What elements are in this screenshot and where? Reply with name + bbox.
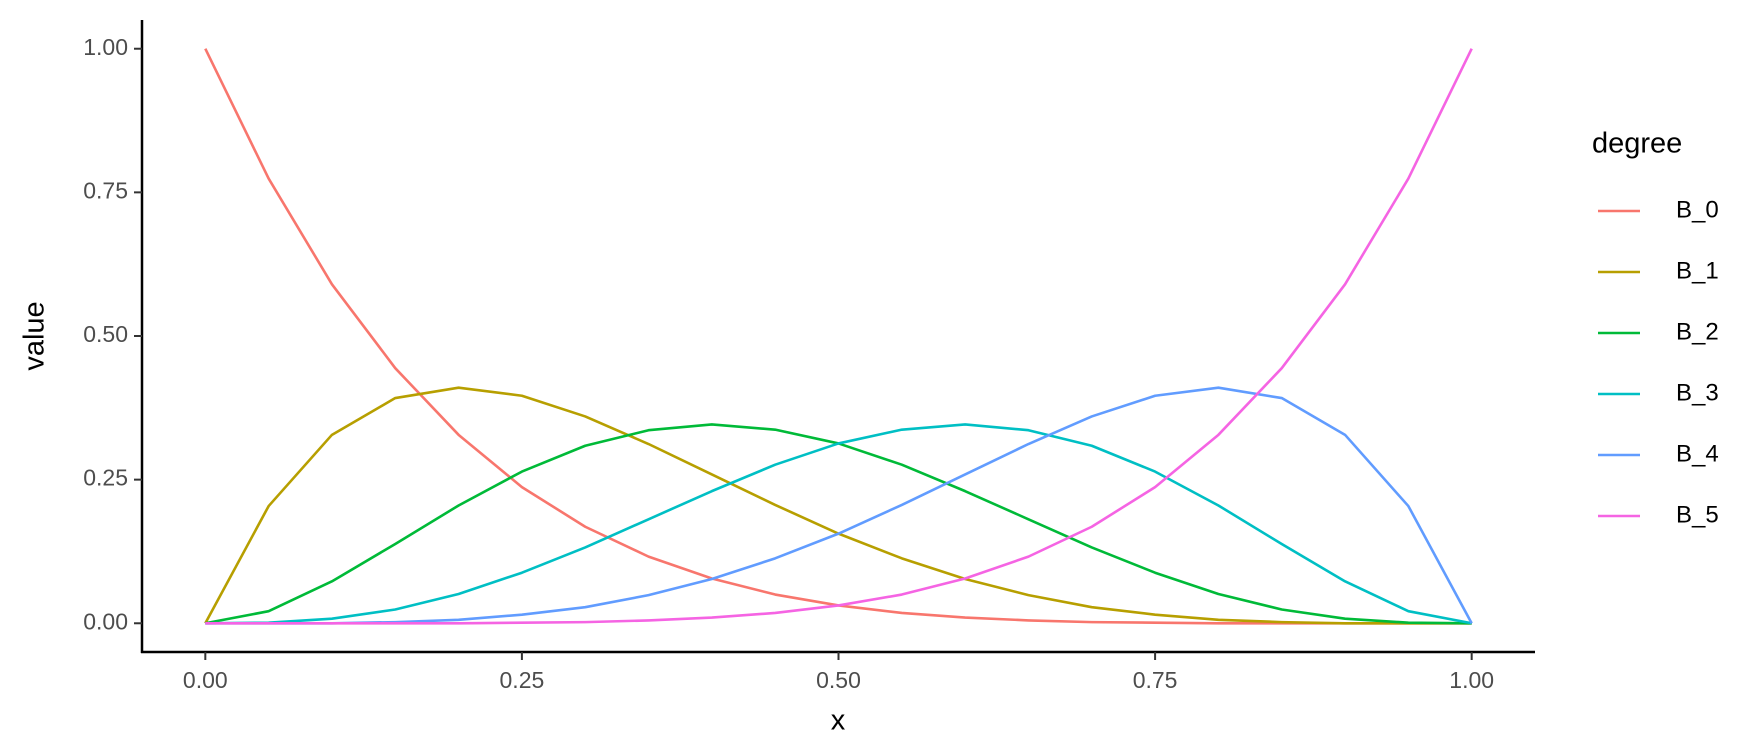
legend-title: degree — [1592, 128, 1682, 160]
series-line — [205, 423, 1472, 625]
y-tick-label: 0.00 — [83, 608, 128, 634]
legend-label: B_2 — [1676, 318, 1719, 345]
y-tick-label: 0.50 — [83, 321, 128, 347]
legend-label: B_4 — [1676, 440, 1719, 467]
x-axis-title: x — [831, 705, 846, 737]
x-tick-label: 0.50 — [816, 667, 861, 693]
x-tick-label: 0.75 — [1133, 667, 1178, 693]
x-tick-label: 0.25 — [500, 667, 545, 693]
legend-label: B_5 — [1676, 501, 1719, 528]
x-tick-label: 0.00 — [183, 667, 228, 693]
legend-label: B_1 — [1676, 257, 1719, 284]
y-axis-title: value — [19, 301, 51, 370]
y-tick-label: 0.75 — [83, 177, 128, 203]
series-line — [205, 48, 1473, 625]
y-tick-label: 0.25 — [83, 465, 128, 491]
y-tick-label: 1.00 — [83, 34, 128, 60]
series-line — [204, 386, 1472, 625]
x-tick-label: 1.00 — [1449, 667, 1494, 693]
series-line — [205, 423, 1472, 625]
legend-label: B_3 — [1676, 379, 1719, 406]
series-line — [204, 48, 1472, 625]
legend-label: B_0 — [1676, 196, 1719, 223]
series-line — [205, 386, 1473, 625]
